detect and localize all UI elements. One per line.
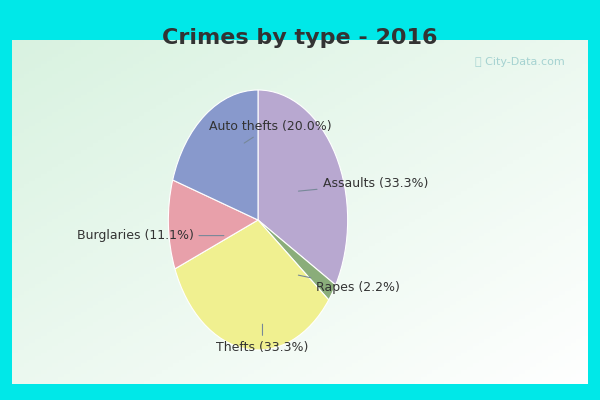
Wedge shape [169, 180, 258, 269]
Text: Burglaries (11.1%): Burglaries (11.1%) [77, 229, 224, 242]
Wedge shape [173, 90, 258, 220]
Text: Crimes by type - 2016: Crimes by type - 2016 [162, 28, 438, 48]
Text: Assaults (33.3%): Assaults (33.3%) [298, 177, 428, 191]
Text: Thefts (33.3%): Thefts (33.3%) [216, 324, 308, 354]
Wedge shape [258, 220, 335, 300]
Wedge shape [258, 90, 347, 285]
Text: Rapes (2.2%): Rapes (2.2%) [298, 275, 400, 294]
Text: ⓘ City-Data.com: ⓘ City-Data.com [475, 57, 565, 67]
Text: Auto thefts (20.0%): Auto thefts (20.0%) [209, 120, 331, 143]
Wedge shape [175, 220, 329, 350]
